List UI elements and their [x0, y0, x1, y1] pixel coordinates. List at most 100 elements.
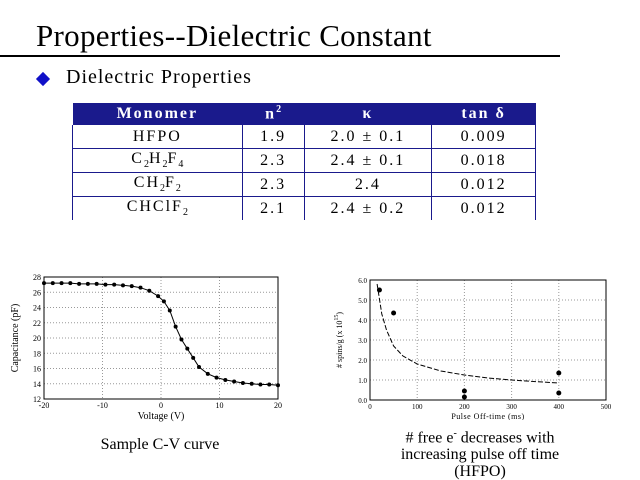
cv-data-point [59, 281, 64, 286]
monomer-part: CH [133, 174, 160, 192]
x-tick-label: 200 [459, 403, 470, 411]
header-monomer: Monomer [72, 103, 243, 125]
spin-density-chart: 0 100 200 300 400 500 0.0 1.0 2.0 3.0 4.0 5.0 6.0 Pul… [334, 277, 612, 420]
header-n-base: n [265, 105, 277, 123]
y-tick-label: 26 [33, 288, 41, 297]
cell-n2: 2.1 [241, 196, 305, 220]
header-kappa: κ [304, 103, 432, 125]
cell-kappa: 2.4 ± 0.2 [303, 196, 432, 220]
cv-data-point [103, 282, 108, 287]
cell-kappa: 2.4 [303, 172, 432, 197]
y-axis-label-close: ) [335, 312, 344, 315]
x-tick-label: 300 [506, 403, 517, 411]
table-header-row: Monomer n2 κ tan δ [72, 103, 536, 125]
y-tick-label: 2.0 [358, 357, 367, 365]
caption-part: (HFPO) [454, 463, 506, 480]
cv-data-point [179, 337, 184, 342]
cell-tan: 0.012 [431, 172, 536, 197]
cell-monomer: CHClF2 [72, 196, 243, 220]
cv-data-point [85, 281, 90, 286]
cv-data-point [191, 355, 196, 360]
spin-data-point [461, 388, 467, 394]
cv-data-point [276, 383, 280, 388]
caption-part: decreases with [456, 429, 555, 447]
y-tick-label: 4.0 [358, 317, 367, 325]
cv-data-point [161, 299, 166, 304]
caption-part: increasing pulse off time [400, 446, 560, 464]
cv-curve-chart: -20 -10 0 10 20 12 14 16 18 20 22 24 26 28 Voltage (V)… [10, 273, 282, 422]
fit-curve [376, 283, 559, 384]
y-tick-label: 18 [33, 349, 41, 358]
monomer-subscript: 2 [162, 159, 168, 171]
cv-data-point [205, 371, 210, 376]
y-tick-label: 6.0 [358, 277, 367, 285]
spin-data-point [376, 287, 382, 293]
y-tick-label: 14 [33, 380, 41, 389]
table-row: C2H2F4 2.3 2.4 ± 0.1 0.018 [72, 148, 536, 173]
slide-title: Properties--Dielectric Constant [36, 18, 432, 53]
y-tick-label: 20 [33, 334, 41, 343]
monomer-text: HFPO [132, 127, 182, 145]
monomer-subscript: 2 [160, 183, 165, 195]
spin-data-point [461, 394, 467, 400]
cv-data-point [50, 281, 55, 286]
plot-frame [43, 276, 279, 400]
cv-data-point [185, 346, 190, 351]
x-tick-label: 20 [274, 401, 282, 410]
table-row: HFPO 1.9 2.0 ± 0.1 0.009 [72, 125, 536, 149]
monomer-part: F [167, 150, 179, 168]
cv-data-point [197, 364, 202, 369]
y-axis-label-exponent: 15 [334, 315, 340, 321]
spin-data-point [391, 310, 397, 316]
plot-frame [369, 279, 607, 401]
bullet-heading: Dielectric Properties [66, 66, 252, 88]
x-tick-label: 100 [412, 403, 423, 411]
x-tick-label: 0 [159, 401, 163, 410]
cv-data-point [232, 379, 237, 384]
x-tick-label: 10 [216, 401, 224, 410]
cv-data-point [112, 282, 117, 287]
y-tick-label: 24 [33, 304, 41, 313]
y-axis-label: Capacitance (pF) [10, 304, 21, 373]
spin-data-point [556, 370, 562, 376]
cv-data-point [167, 308, 172, 313]
monomer-part: C [131, 150, 144, 168]
cell-tan: 0.018 [431, 148, 536, 173]
cv-data-point [129, 284, 134, 289]
cell-n2: 2.3 [241, 172, 305, 197]
y-axis-label: # spins/g (x 1015) [334, 312, 344, 368]
spin-data-point [556, 390, 562, 396]
cell-tan: 0.012 [431, 196, 536, 220]
monomer-part: F [165, 174, 176, 192]
y-tick-label: 0.0 [358, 397, 367, 405]
cv-data-point [77, 281, 82, 286]
y-tick-label: 3.0 [358, 337, 367, 345]
y-tick-label: 5.0 [358, 297, 367, 305]
cell-n2: 1.9 [241, 125, 305, 149]
y-tick-label: 1.0 [358, 377, 367, 385]
cv-data-point [249, 381, 254, 386]
cv-data-point [240, 380, 245, 385]
x-tick-label: 500 [601, 403, 612, 411]
y-tick-label: 28 [33, 273, 41, 282]
y-tick-label: 22 [33, 319, 41, 328]
cv-data-point [156, 294, 161, 299]
cv-data-point [147, 288, 152, 293]
cv-data-point [68, 281, 73, 286]
y-tick-label: 16 [33, 365, 41, 374]
monomer-subscript: 4 [178, 159, 184, 171]
cell-tan: 0.009 [431, 125, 536, 149]
caption-part: # free e [405, 429, 454, 447]
monomer-subscript: 2 [182, 207, 188, 219]
x-axis-label: Voltage (V) [138, 411, 185, 422]
cv-data-point [120, 283, 125, 288]
monomer-part: H [148, 150, 163, 168]
cv-data-point [173, 324, 178, 329]
x-tick-label: 400 [554, 403, 565, 411]
cell-monomer: C2H2F4 [72, 148, 243, 173]
cell-monomer: CH2F2 [72, 172, 243, 197]
cv-data-point [258, 382, 263, 387]
spin-chart-caption: # free e- decreases with increasing puls… [330, 425, 630, 480]
cv-data-point [42, 281, 46, 286]
cell-monomer: HFPO [72, 125, 243, 149]
